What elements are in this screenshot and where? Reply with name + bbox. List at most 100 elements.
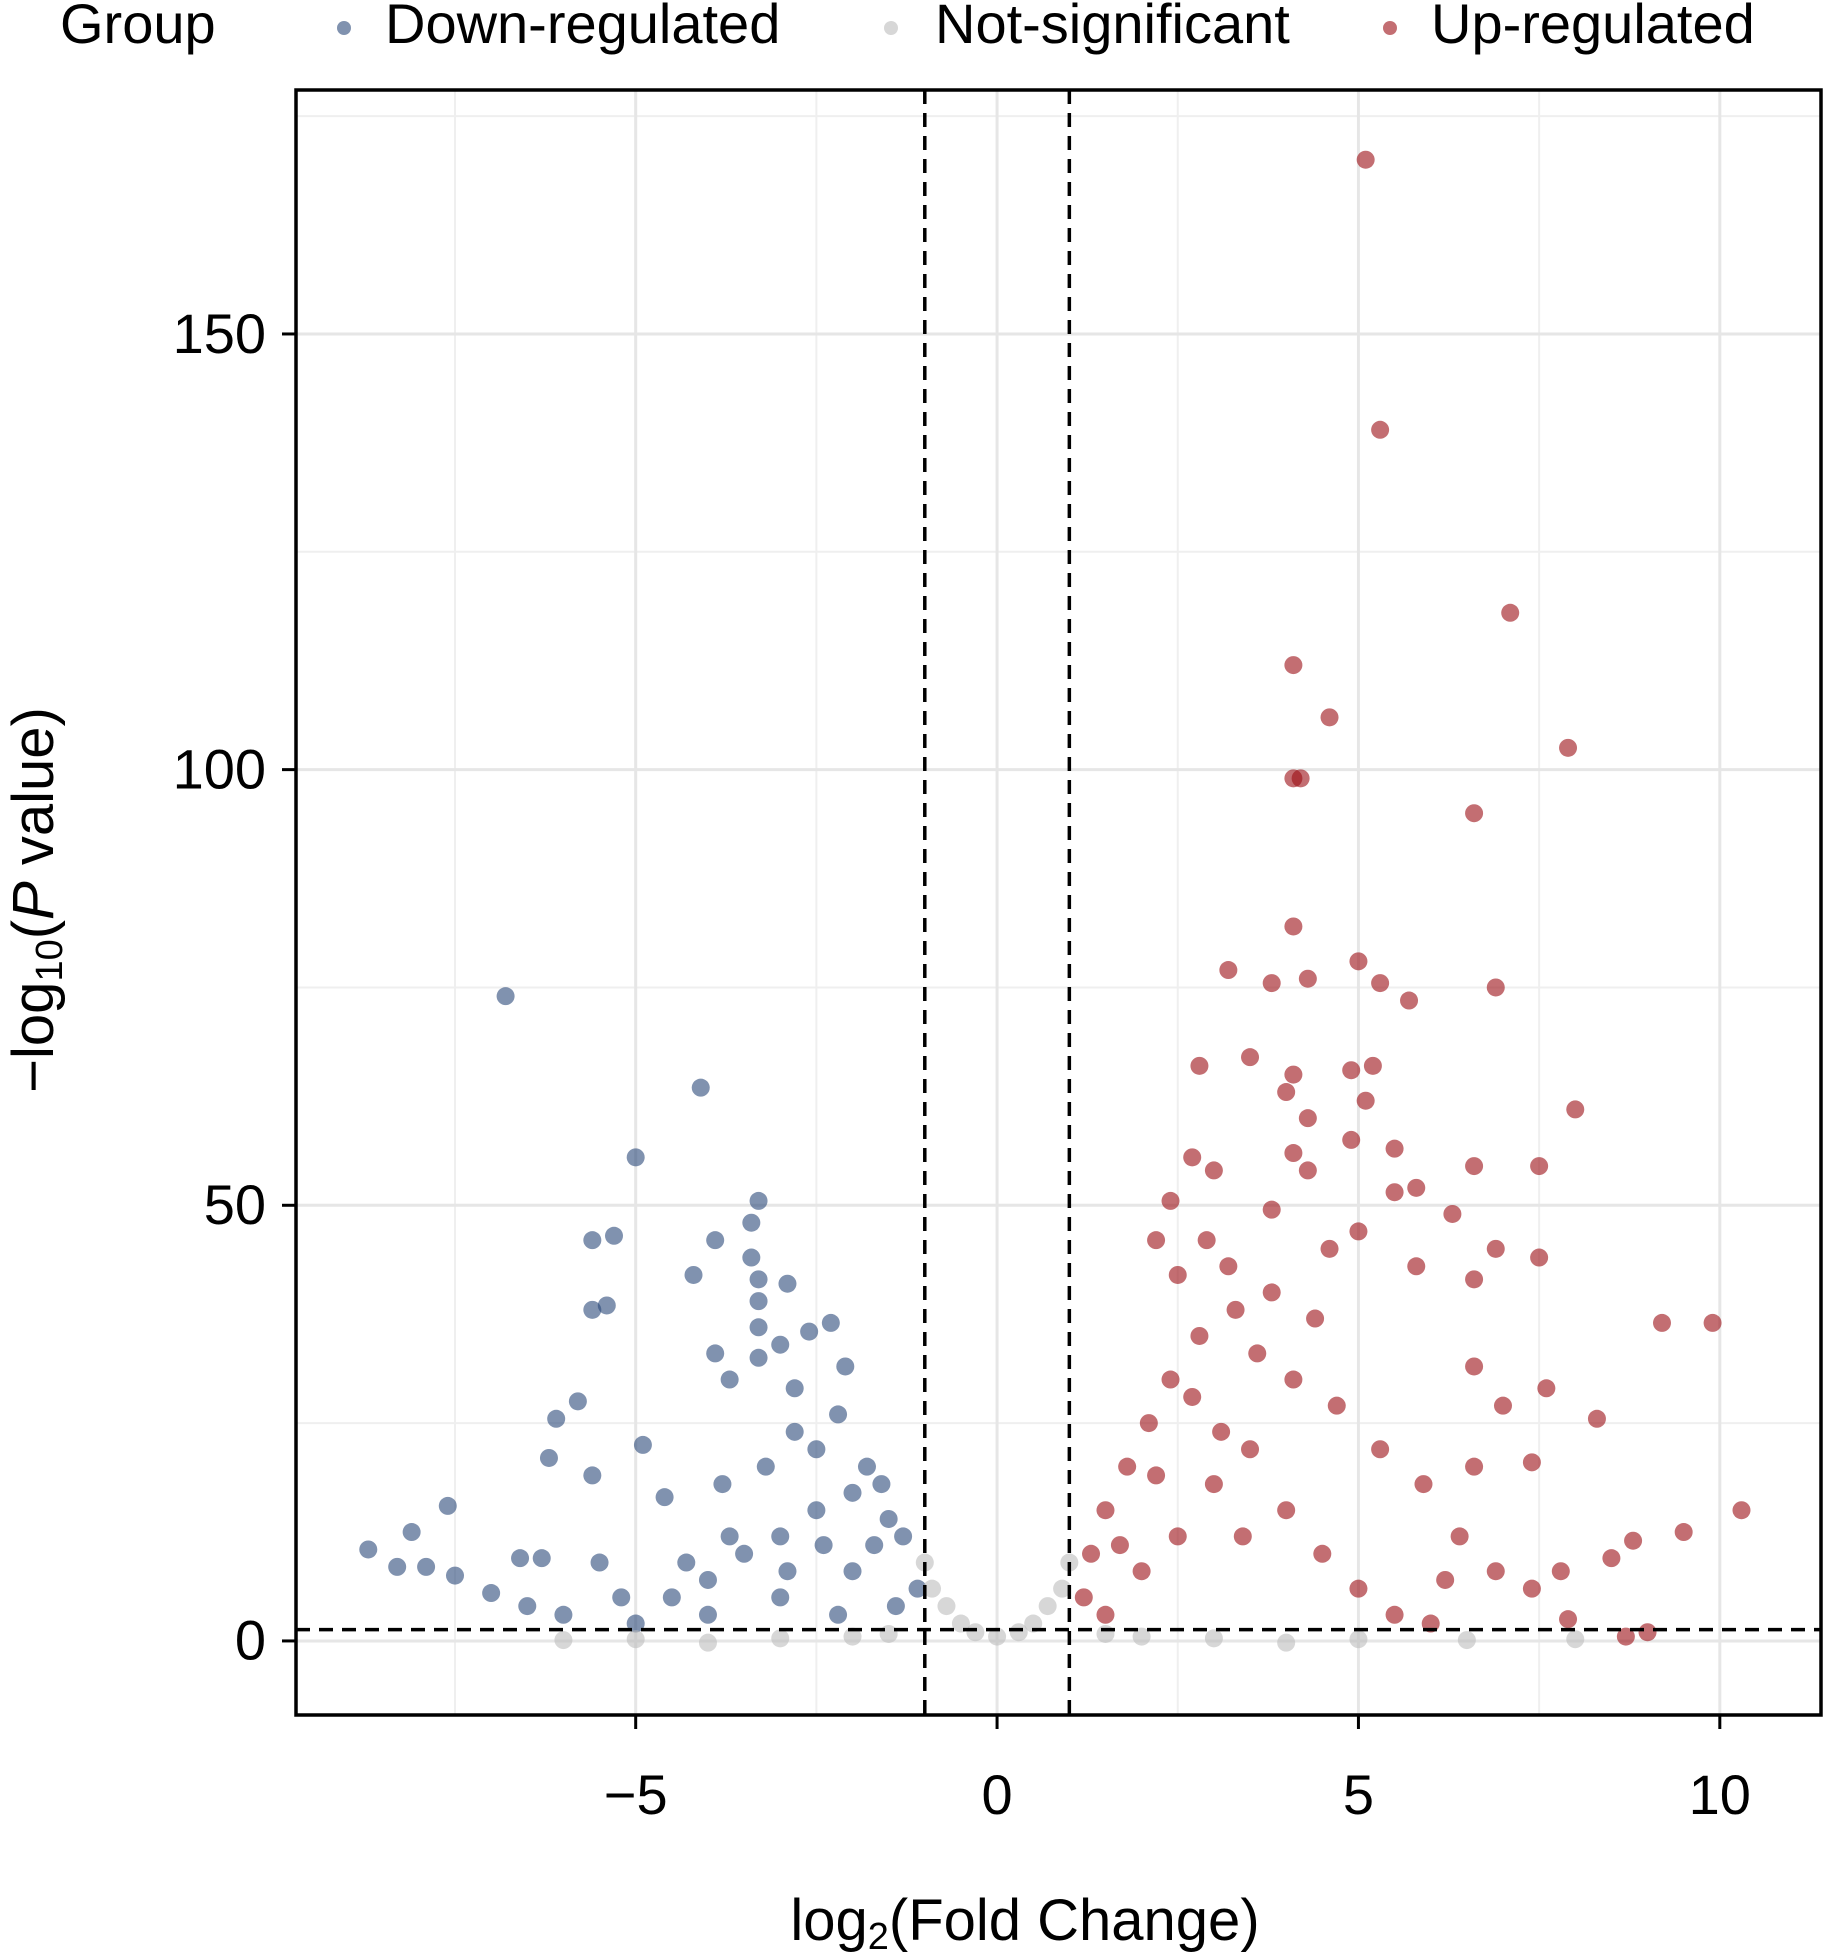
point (1262, 974, 1281, 993)
point (1356, 150, 1375, 169)
point (1298, 1109, 1317, 1128)
point (1082, 1544, 1101, 1563)
point (807, 1501, 826, 1520)
y-axis-title: −log10(P value) (1, 707, 71, 1093)
point (1443, 1204, 1462, 1223)
point (1204, 1629, 1223, 1648)
point (1624, 1531, 1643, 1550)
y-axis-title-part: value) (1, 707, 66, 881)
point (872, 1475, 891, 1494)
point (1190, 1326, 1209, 1345)
point (720, 1370, 739, 1389)
point (1652, 1313, 1671, 1332)
point (1009, 1623, 1028, 1642)
point (742, 1248, 761, 1267)
point-group (1074, 150, 1751, 1646)
point (1233, 1527, 1252, 1546)
point (1147, 1231, 1166, 1250)
point (605, 1226, 624, 1245)
point (749, 1292, 768, 1311)
point (829, 1605, 848, 1624)
point (908, 1579, 927, 1598)
point (1566, 1100, 1585, 1119)
point (1616, 1627, 1635, 1646)
point (720, 1527, 739, 1546)
x-axis-title-part: (Fold Change) (889, 1888, 1260, 1953)
point (1284, 656, 1303, 675)
point (1674, 1523, 1693, 1542)
point (1486, 1239, 1505, 1258)
point (749, 1348, 768, 1367)
point (1342, 1130, 1361, 1149)
point (937, 1597, 956, 1616)
point (1400, 991, 1419, 1010)
point (843, 1483, 862, 1502)
point (1241, 1048, 1260, 1067)
point (1566, 1630, 1585, 1649)
point (1501, 603, 1520, 622)
point (1262, 1283, 1281, 1302)
point (1306, 1309, 1325, 1328)
point (1291, 769, 1310, 788)
legend-marker (337, 21, 351, 35)
point (843, 1627, 862, 1646)
point (814, 1536, 833, 1555)
point (923, 1579, 942, 1598)
point (677, 1553, 696, 1572)
y-axis-title-subscript: 10 (29, 939, 71, 981)
x-axis-title-subscript: 2 (868, 1916, 889, 1958)
point (662, 1588, 681, 1607)
point-group (554, 1553, 1585, 1652)
point (1349, 1630, 1368, 1649)
point (1371, 420, 1390, 439)
point (1074, 1588, 1093, 1607)
point (1118, 1457, 1137, 1476)
point (1139, 1414, 1158, 1433)
point (1407, 1257, 1426, 1276)
point (1349, 1579, 1368, 1598)
point (1262, 1200, 1281, 1219)
y-tick-label: 0 (235, 1609, 266, 1672)
point (359, 1540, 378, 1559)
point (496, 987, 515, 1006)
point (1371, 974, 1390, 993)
y-axis-title-part: P (1, 881, 66, 920)
point (843, 1562, 862, 1581)
point (539, 1448, 558, 1467)
point (1493, 1396, 1512, 1415)
point (1161, 1370, 1180, 1389)
point (771, 1527, 790, 1546)
point (590, 1553, 609, 1572)
point (1320, 1239, 1339, 1258)
legend: Group Down-regulated Not-significant Up-re… (60, 0, 1755, 55)
point (1559, 1610, 1578, 1629)
point (1168, 1265, 1187, 1284)
point (1298, 1161, 1317, 1180)
x-axis-title-part: log (790, 1888, 867, 1953)
point (1096, 1624, 1115, 1643)
point (482, 1584, 501, 1603)
point (1356, 1091, 1375, 1110)
point (684, 1265, 703, 1284)
point (1190, 1056, 1209, 1075)
point (894, 1527, 913, 1546)
plot-frame (294, 88, 1823, 1717)
point (1385, 1605, 1404, 1624)
point (966, 1623, 985, 1642)
point (1436, 1570, 1455, 1589)
point (655, 1488, 674, 1507)
point (1277, 1083, 1296, 1102)
point (438, 1496, 457, 1515)
point (1342, 1061, 1361, 1080)
point (1284, 917, 1303, 936)
point (518, 1597, 537, 1616)
point (706, 1344, 725, 1363)
point (1371, 1440, 1390, 1459)
point (1385, 1139, 1404, 1158)
point (1197, 1231, 1216, 1250)
point (691, 1078, 710, 1097)
point (742, 1213, 761, 1232)
point (1465, 804, 1484, 823)
point (583, 1300, 602, 1319)
point (1638, 1623, 1657, 1642)
